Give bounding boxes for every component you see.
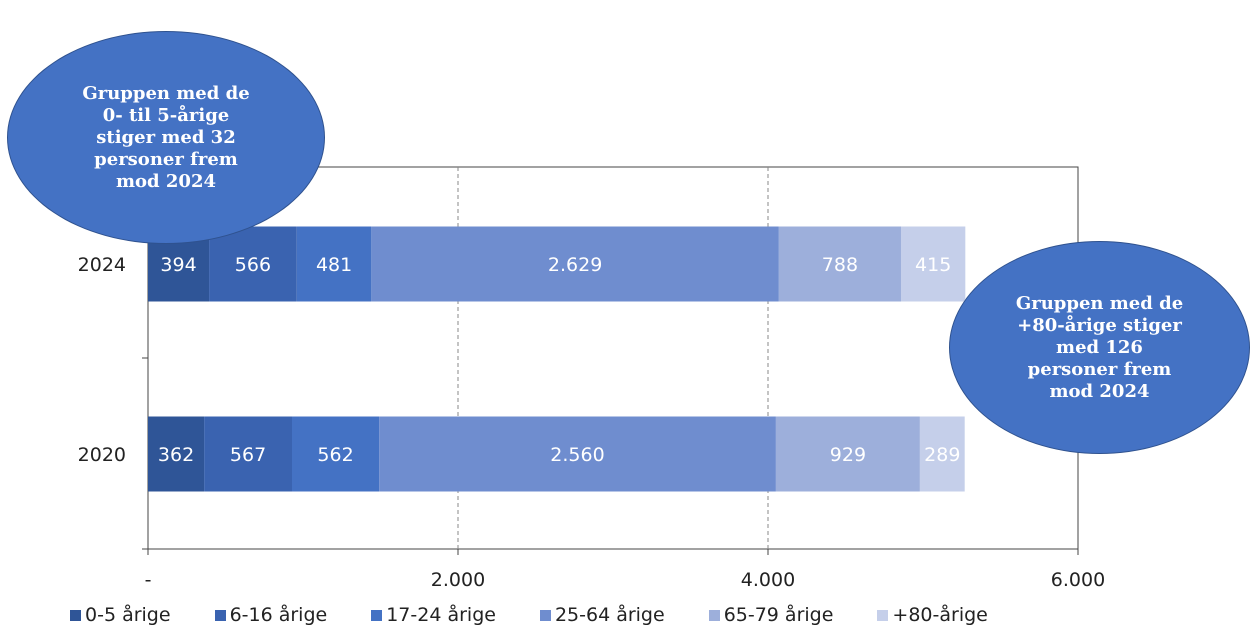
legend-swatch bbox=[214, 609, 226, 621]
bar-segment bbox=[919, 416, 965, 492]
data-label: 788 bbox=[822, 254, 858, 276]
data-label: 567 bbox=[230, 444, 266, 466]
category-label: 2020 bbox=[78, 444, 126, 466]
legend-label: 25-64 årige bbox=[554, 604, 665, 626]
bar-segment bbox=[148, 416, 205, 492]
data-label: 562 bbox=[317, 444, 353, 466]
callout-0-5-year-olds: Gruppen med de 0- til 5-årige stiger med… bbox=[7, 31, 325, 244]
bar-segment bbox=[291, 416, 380, 492]
legend-swatch bbox=[877, 609, 889, 621]
legend-swatch bbox=[70, 609, 81, 621]
legend-label: +80-årige bbox=[892, 604, 988, 626]
legend-swatch bbox=[708, 609, 720, 621]
x-tick-label: - bbox=[145, 569, 152, 591]
x-tick-label: 2.000 bbox=[431, 569, 485, 591]
bar-segment bbox=[371, 226, 779, 302]
legend-item: 25-64 årige bbox=[539, 604, 665, 626]
plot-frame bbox=[147, 166, 1079, 550]
data-label: 362 bbox=[158, 444, 194, 466]
data-label: 415 bbox=[915, 254, 951, 276]
legend-item: +80-årige bbox=[877, 604, 988, 626]
chart-legend: 0-5 årige 6-16 årige 17-24 årige 25-64 årig… bbox=[70, 604, 1032, 626]
bar-segment bbox=[900, 226, 966, 302]
data-label: 929 bbox=[830, 444, 866, 466]
bar-segment bbox=[778, 226, 901, 302]
legend-item: 65-79 årige bbox=[708, 604, 834, 626]
legend-item: 0-5 årige bbox=[70, 604, 171, 626]
data-label: 289 bbox=[924, 444, 960, 466]
legend-label: 65-79 årige bbox=[723, 604, 834, 626]
callout-80-plus-year-olds: Gruppen med de +80-årige stiger med 126 … bbox=[949, 241, 1250, 454]
x-tick-label: 4.000 bbox=[741, 569, 795, 591]
bar-segment bbox=[209, 226, 297, 302]
legend-label: 17-24 årige bbox=[386, 604, 496, 626]
data-label: 566 bbox=[235, 254, 271, 276]
legend-item: 17-24 årige bbox=[371, 604, 496, 626]
legend-label: 0-5 årige bbox=[85, 604, 171, 626]
data-label: 394 bbox=[160, 254, 196, 276]
x-tick-label: 6.000 bbox=[1051, 569, 1105, 591]
legend-item: 6-16 årige bbox=[214, 604, 328, 626]
legend-swatch bbox=[539, 609, 551, 621]
data-label: 2.560 bbox=[550, 444, 604, 466]
bar-segment bbox=[204, 416, 292, 492]
bar-segment bbox=[379, 416, 776, 492]
legend-label: 6-16 årige bbox=[229, 604, 328, 626]
bar-segment bbox=[775, 416, 920, 492]
data-label: 2.629 bbox=[548, 254, 602, 276]
data-label: 481 bbox=[316, 254, 352, 276]
bar-segment bbox=[296, 226, 372, 302]
legend-swatch bbox=[371, 609, 383, 621]
category-label: 2024 bbox=[78, 254, 126, 276]
